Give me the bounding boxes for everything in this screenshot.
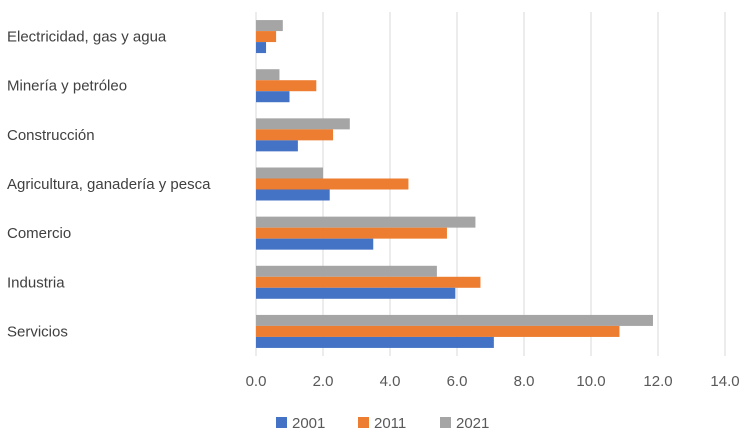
bar-2011 <box>256 227 447 239</box>
category-label: Minería y petróleo <box>7 78 127 95</box>
bar-2011 <box>256 80 317 92</box>
category-label: Industria <box>7 274 65 291</box>
bar-2001 <box>256 189 330 201</box>
x-tick-label: 6.0 <box>447 373 468 390</box>
bar-2011 <box>256 276 481 288</box>
bar-2021 <box>256 216 476 228</box>
legend-label-2021: 2021 <box>456 415 489 432</box>
bar-2011 <box>256 325 620 337</box>
bar-2001 <box>256 287 456 299</box>
x-tick-label: 0.0 <box>246 373 267 390</box>
category-label: Agricultura, ganadería y pesca <box>7 176 211 193</box>
x-tick-label: 12.0 <box>643 373 672 390</box>
category-label: Servicios <box>7 323 68 340</box>
bar-2001 <box>256 91 290 103</box>
x-tick-label: 4.0 <box>380 373 401 390</box>
x-tick-label: 10.0 <box>576 373 605 390</box>
x-tick-label: 8.0 <box>514 373 535 390</box>
bar-2021 <box>256 167 323 179</box>
bars <box>256 20 653 348</box>
category-label: Electricidad, gas y agua <box>7 29 167 46</box>
bar-2001 <box>256 336 494 348</box>
bar-2021 <box>256 69 280 81</box>
bar-2021 <box>256 314 653 326</box>
bar-2001 <box>256 238 374 250</box>
bar-2001 <box>256 140 298 152</box>
category-labels: Electricidad, gas y agua Minería y petról… <box>7 29 211 341</box>
legend-label-2001: 2001 <box>292 415 325 432</box>
legend-label-2011: 2011 <box>374 415 406 432</box>
legend-swatch-2021 <box>440 417 451 428</box>
x-tick-label: 14.0 <box>710 373 739 390</box>
bar-2021 <box>256 265 437 277</box>
bar-2001 <box>256 42 267 54</box>
category-label: Comercio <box>7 225 71 242</box>
bar-2021 <box>256 118 350 130</box>
bar-2011 <box>256 129 334 141</box>
x-axis-ticks: 0.0 2.0 4.0 6.0 8.0 10.0 12.0 14.0 <box>246 373 740 390</box>
legend-swatch-2011 <box>358 417 369 428</box>
bar-2011 <box>256 178 409 190</box>
legend: 2001 2011 2021 <box>276 415 489 432</box>
legend-swatch-2001 <box>276 417 287 428</box>
bar-2011 <box>256 31 277 43</box>
category-label: Construcción <box>7 127 95 144</box>
x-tick-label: 2.0 <box>313 373 334 390</box>
bar-2021 <box>256 20 283 32</box>
